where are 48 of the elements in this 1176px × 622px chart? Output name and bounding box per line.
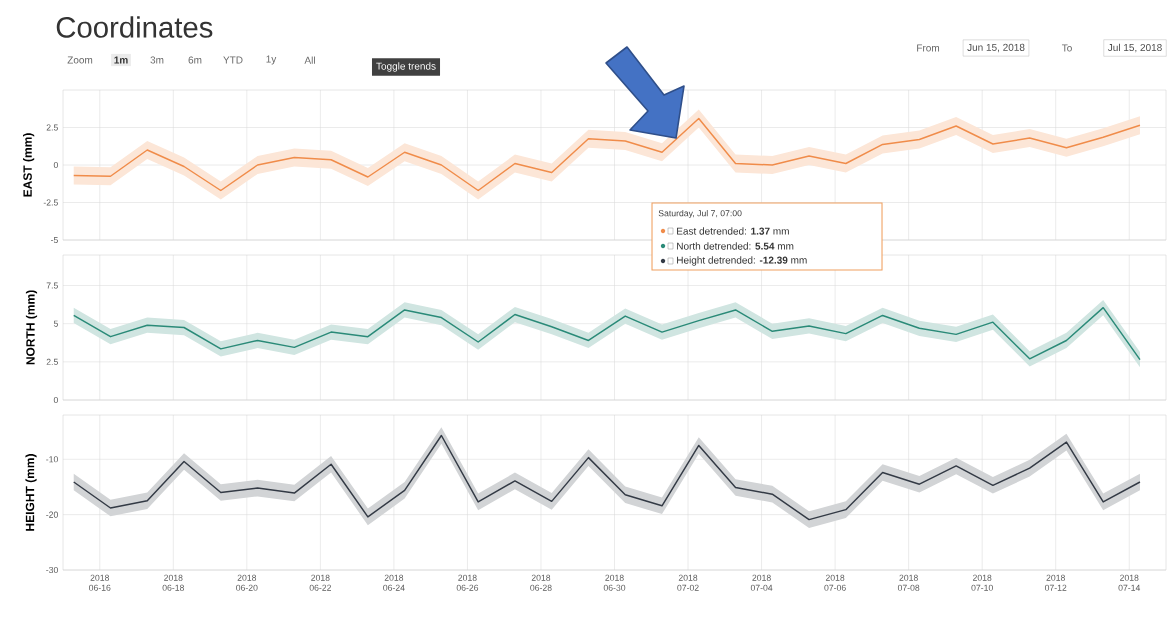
annotation: East detrended: 1.37 mm	[677, 227, 789, 235]
x-tick-label: 2018 06-24	[383, 574, 405, 591]
x-tick-label: 2018 07-02	[677, 574, 699, 591]
y-tick-label: -30	[46, 566, 58, 574]
text: To	[1061, 44, 1072, 52]
x-tick-label: 2018 06-20	[236, 574, 258, 591]
y-tick-label: 0	[53, 396, 58, 404]
y-tick-label: 5	[53, 320, 58, 327]
x-tick-label: 2018 07-14	[1118, 574, 1141, 591]
x-tick-label: 2018 07-10	[971, 574, 993, 591]
y-tick-label: -20	[46, 511, 58, 518]
x-tick-label: 2018 07-12	[1044, 574, 1067, 591]
text: Zoom	[67, 56, 93, 64]
y-axis-title: NORTH (mm)	[25, 290, 38, 365]
x-tick-label: 2018 07-08	[897, 574, 920, 591]
line-series	[72, 306, 1141, 361]
line-series	[72, 117, 1141, 192]
annotation: Height detrended: -12.39 mm	[677, 256, 807, 266]
text: Jul 15, 2018	[1107, 43, 1162, 53]
y-tick-label: 2.5	[46, 124, 58, 131]
text: North detrended: 5.54 mm	[677, 242, 794, 250]
chart-title: Coordinates	[56, 16, 213, 38]
x-tick-label: 2018 06-28	[530, 574, 552, 591]
x-tick-label: 2018 07-06	[824, 574, 846, 591]
x-tick-label: 2018 06-16	[89, 574, 111, 591]
y-tick-label: -10	[46, 456, 58, 463]
x-tick-label: 2018 07-04	[750, 574, 773, 591]
y-axis-title: HEIGHT (mm)	[25, 454, 37, 531]
text: All	[304, 56, 315, 64]
x-tick-label: 2018 06-30	[603, 574, 626, 591]
text: 6m	[188, 56, 202, 64]
text: 3m	[150, 56, 164, 64]
annotation: Saturday, Jul 7, 07:00	[658, 209, 742, 219]
x-tick-label: 2018 06-22	[309, 574, 331, 591]
text: 1m	[114, 56, 128, 64]
x-tick-label: 2018 06-26	[456, 574, 479, 591]
text: From	[917, 44, 940, 52]
text: YTD	[223, 56, 243, 64]
y-tick-label: 0	[53, 161, 58, 169]
y-tick-label: -5	[50, 236, 58, 244]
y-axis-title: EAST (mm)	[23, 133, 35, 197]
y-tick-label: 2.5	[46, 358, 58, 365]
text: 1y	[266, 55, 277, 65]
text: Jun 15, 2018	[967, 43, 1025, 53]
y-tick-label: 7.5	[46, 282, 58, 289]
text: Toggle trends	[376, 62, 436, 72]
x-tick-label: 2018 06-18	[162, 574, 184, 591]
y-tick-label: -2.5	[43, 199, 58, 206]
